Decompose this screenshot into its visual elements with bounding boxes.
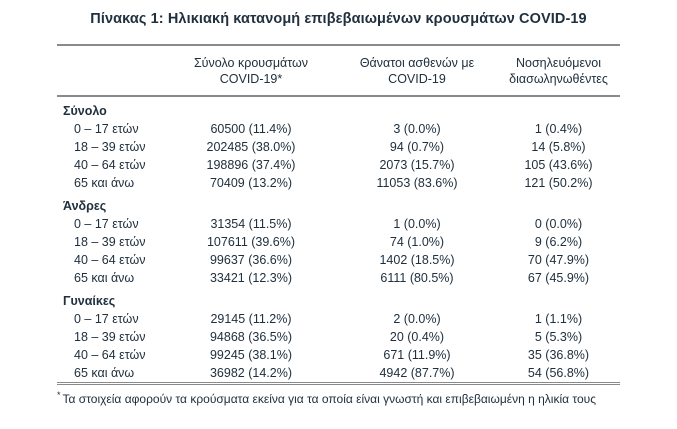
cell-intubated: 121 (50.2%) xyxy=(524,176,593,190)
cell-cases: 33421 (12.3%) xyxy=(209,271,292,285)
cell-cases: 31354 (11.5%) xyxy=(210,217,292,231)
cell-cases: 99245 (38.1%) xyxy=(209,348,292,362)
table-row: 65 και άνω 70409 (13.2%) 11053 (83.6%) 121 … xyxy=(57,174,620,192)
cell-intubated: 9 (6.2%) xyxy=(534,235,583,249)
cell-deaths: 4942 (87.7%) xyxy=(379,366,455,380)
column-header-line: Θάνατοι ασθενών με xyxy=(359,56,475,70)
cell-cases: 198896 (37.4%) xyxy=(206,158,296,172)
covid-age-distribution-table: Σύνολο κρουσμάτων COVID-19* Θάνατοι ασθε… xyxy=(57,44,620,385)
age-group-label: 0 – 17 ετών xyxy=(74,122,139,136)
section-name: Σύνολο xyxy=(63,104,107,118)
cell-cases: 107611 (39.6%) xyxy=(206,235,296,249)
cell-intubated: 70 (47.9%) xyxy=(527,253,590,267)
age-group-label: 65 και άνω xyxy=(74,271,135,285)
cell-intubated: 5 (5.3%) xyxy=(534,330,583,344)
table-row: 0 – 17 ετών 31354 (11.5%) 1 (0.0%) 0 (0.0%) xyxy=(57,215,620,233)
age-group-label: 0 – 17 ετών xyxy=(74,312,139,326)
cell-deaths: 1 (0.0%) xyxy=(393,217,441,231)
cell-intubated: 0 (0.0%) xyxy=(534,217,583,231)
footnote: * Τα στοιχεία αφορούν τα κρούσματα εκείνα… xyxy=(57,390,632,406)
cell-deaths: 74 (1.0%) xyxy=(389,235,445,249)
table-top-rule xyxy=(57,44,620,46)
table-row: 18 – 39 ετών 94868 (36.5%) 20 (0.4%) 5 (5.3… xyxy=(57,328,620,346)
column-header-total-cases: Σύνολο κρουσμάτων COVID-19* xyxy=(165,55,337,87)
cell-intubated: 67 (45.9%) xyxy=(527,271,590,285)
table-header-row: Σύνολο κρουσμάτων COVID-19* Θάνατοι ασθε… xyxy=(57,46,620,95)
table-row: 18 – 39 ετών 107611 (39.6%) 74 (1.0%) 9 (6.… xyxy=(57,233,620,251)
age-group-label: 18 – 39 ετών xyxy=(74,235,146,249)
age-group-label: 18 – 39 ετών xyxy=(74,330,146,344)
cell-cases: 94868 (36.5%) xyxy=(209,330,292,344)
section-header-row: Γυναίκες xyxy=(57,287,620,310)
table-title: Πίνακας 1: Ηλικιακή κατανομή επιβεβαιωμέ… xyxy=(90,11,587,27)
footnote-text: Τα στοιχεία αφορούν τα κρούσματα εκείνα … xyxy=(62,392,596,406)
cell-deaths: 94 (0.7%) xyxy=(389,140,445,154)
age-group-label: 65 και άνω xyxy=(74,176,135,190)
cell-intubated: 35 (36.8%) xyxy=(527,348,590,362)
table-row: 40 – 64 ετών 198896 (37.4%) 2073 (15.7%) 10… xyxy=(57,156,620,174)
column-header-line: διασωληνωθέντες xyxy=(509,72,608,86)
table-row: 40 – 64 ετών 99245 (38.1%) 671 (11.9%) 35 (… xyxy=(57,346,620,364)
cell-deaths: 11053 (83.6%) xyxy=(376,176,458,190)
cell-deaths: 6111 (80.5%) xyxy=(380,271,454,285)
table-bottom-rule xyxy=(57,382,620,385)
column-header-intubated: Νοσηλευόμενοι διασωληνωθέντες xyxy=(497,55,620,87)
age-group-label: 18 – 39 ετών xyxy=(74,140,146,154)
cell-intubated: 14 (5.8%) xyxy=(531,140,586,154)
cell-cases: 60500 (11.4%) xyxy=(210,122,292,136)
section-name: Άνδρες xyxy=(63,199,107,213)
table-body: Σύνολο 0 – 17 ετών 60500 (11.4%) 3 (0.0%) 1 … xyxy=(57,97,620,382)
cell-cases: 29145 (11.2%) xyxy=(210,312,292,326)
age-group-label: 0 – 17 ετών xyxy=(74,217,139,231)
table-row: 18 – 39 ετών 202485 (38.0%) 94 (0.7%) 14 (5… xyxy=(57,138,620,156)
column-header-line: COVID-19* xyxy=(219,72,283,86)
table-row: 0 – 17 ετών 60500 (11.4%) 3 (0.0%) 1 (0.4%) xyxy=(57,120,620,138)
footnote-marker: * xyxy=(57,390,61,400)
table-row: 40 – 64 ετών 99637 (36.6%) 1402 (18.5%) 70 … xyxy=(57,251,620,269)
cell-intubated: 54 (56.8%) xyxy=(527,366,590,380)
cell-deaths: 1402 (18.5%) xyxy=(379,253,455,267)
cell-cases: 36982 (14.2%) xyxy=(209,366,292,380)
cell-deaths: 2 (0.0%) xyxy=(393,312,441,326)
cell-cases: 99637 (36.6%) xyxy=(209,253,292,267)
column-header-deaths: Θάνατοι ασθενών με COVID-19 xyxy=(337,55,497,87)
age-group-label: 40 – 64 ετών xyxy=(74,158,146,172)
cell-deaths: 3 (0.0%) xyxy=(393,122,441,136)
table-row: 65 και άνω 36982 (14.2%) 4942 (87.7%) 54 (5… xyxy=(57,364,620,382)
cell-deaths: 20 (0.4%) xyxy=(389,330,445,344)
cell-cases: 202485 (38.0%) xyxy=(206,140,296,154)
age-group-label: 40 – 64 ετών xyxy=(74,348,146,362)
column-header-line: Σύνολο κρουσμάτων xyxy=(193,56,309,70)
cell-intubated: 1 (0.4%) xyxy=(534,122,583,136)
section-header-row: Σύνολο xyxy=(57,97,620,120)
cell-deaths: 671 (11.9%) xyxy=(383,348,451,362)
table-row: 0 – 17 ετών 29145 (11.2%) 2 (0.0%) 1 (1.1%) xyxy=(57,310,620,328)
column-header-line: Νοσηλευόμενοι xyxy=(515,56,601,70)
section-header-row: Άνδρες xyxy=(57,192,620,215)
cell-intubated: 1 (1.1%) xyxy=(534,312,583,326)
table-row: 65 και άνω 33421 (12.3%) 6111 (80.5%) 67 (4… xyxy=(57,269,620,287)
cell-cases: 70409 (13.2%) xyxy=(209,176,292,190)
cell-deaths: 2073 (15.7%) xyxy=(379,158,455,172)
section-name: Γυναίκες xyxy=(63,294,116,308)
age-group-label: 40 – 64 ετών xyxy=(74,253,146,267)
cell-intubated: 105 (43.6%) xyxy=(524,158,593,172)
column-header-empty xyxy=(57,55,165,87)
report-page: Πίνακας 1: Ηλικιακή κατανομή επιβεβαιωμέ… xyxy=(57,11,632,406)
age-group-label: 65 και άνω xyxy=(74,366,135,380)
column-header-line: COVID-19 xyxy=(388,72,446,86)
header-bottom-rule xyxy=(57,95,620,97)
